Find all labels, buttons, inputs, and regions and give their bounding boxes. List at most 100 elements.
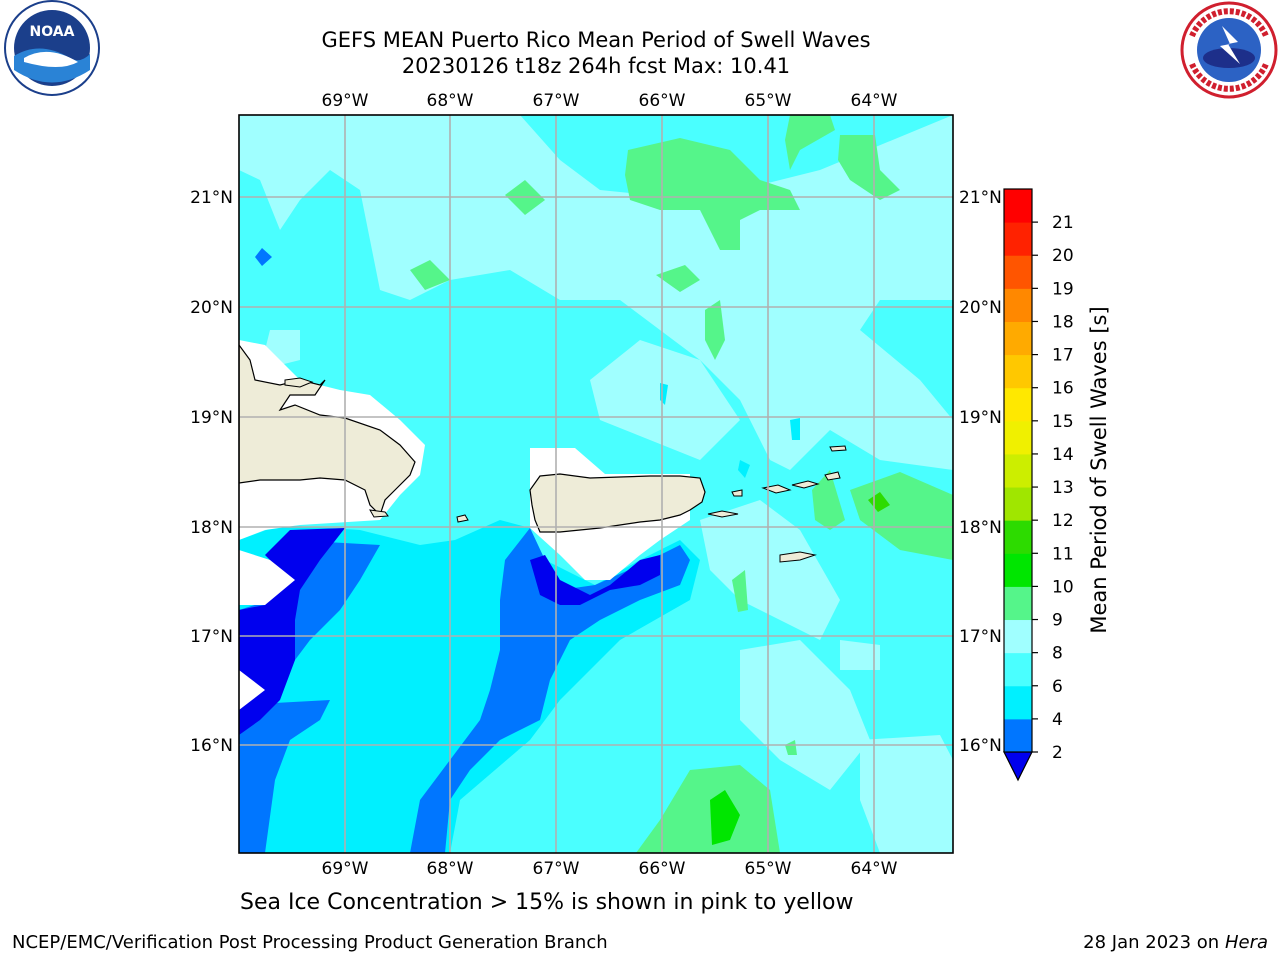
noaa-logo-text: NOAA: [30, 24, 75, 40]
contour-4-6s: [790, 418, 800, 440]
contour-below-2s: [530, 555, 660, 605]
colorbar-segment: [1004, 222, 1032, 256]
lon-label-top: 65°W: [745, 91, 792, 111]
contour-9-10s: [732, 570, 748, 612]
colorbar-segment: [1004, 453, 1032, 488]
footer-date-text: 28 Jan 2023 on: [1083, 932, 1220, 953]
colorbar-segment: [1004, 652, 1032, 687]
colorbar-segment: [1004, 189, 1032, 223]
land-small-island: [369, 509, 389, 518]
no-data-region: [239, 670, 265, 710]
map-gridlines: [239, 115, 953, 853]
lon-label-top: 68°W: [427, 91, 474, 111]
colorbar-segment: [1004, 321, 1032, 356]
contour-10-11s: [710, 790, 740, 845]
chart-subtitle: 20230126 t18z 264h fcst Max: 10.41: [401, 54, 791, 78]
colorbar-tick-label: 18: [1052, 312, 1074, 332]
contour-4-6s: [738, 460, 750, 478]
lon-label-top: 69°W: [322, 91, 369, 111]
colorbar-tick-label: 17: [1052, 346, 1074, 366]
swell-period-field: [239, 115, 953, 853]
contour-9-10s: [656, 265, 700, 292]
colorbar-tick-label: 12: [1052, 511, 1074, 531]
colorbar-tick-label: 2: [1052, 743, 1063, 763]
lon-label-bottom: 68°W: [427, 859, 474, 879]
contour-9-10s: [705, 300, 725, 360]
lon-label-top: 67°W: [533, 91, 580, 111]
colorbar-segment: [1004, 619, 1032, 654]
colorbar-segment: [1004, 718, 1032, 753]
lon-label-top: 66°W: [639, 91, 686, 111]
lat-labels-left: 21°N 20°N 19°N 18°N 17°N 16°N: [190, 188, 233, 756]
colorbar-segment: [1004, 487, 1032, 521]
colorbar-tick-label: 16: [1052, 379, 1074, 399]
contour-8-9s: [840, 640, 880, 670]
land-hispaniola: [239, 343, 416, 517]
lat-label-left: 19°N: [190, 408, 233, 428]
contour-9-10s: [838, 135, 900, 200]
contour-9-10s: [636, 765, 780, 853]
lat-label-left: 17°N: [190, 627, 233, 647]
lon-label-bottom: 64°W: [851, 859, 898, 879]
nws-logo: [1180, 1, 1278, 99]
contour-2-4s: [255, 248, 272, 266]
lon-label-bottom: 69°W: [322, 859, 369, 879]
colorbar-tick-label: 10: [1052, 577, 1074, 597]
colorbar-segment: [1004, 255, 1032, 289]
colorbar-tick-label: 6: [1052, 677, 1063, 697]
colorbar-tick-label: 14: [1052, 445, 1074, 465]
noaa-logo: NOAA: [4, 0, 100, 96]
lon-labels-top: 69°W 68°W 67°W 66°W 65°W 64°W: [322, 91, 898, 111]
colorbar-segment: [1004, 288, 1032, 322]
contour-8-9s: [740, 640, 870, 790]
colorbar-segment: [1004, 685, 1032, 720]
lat-label-right: 21°N: [959, 188, 1002, 208]
contour-9-10s: [850, 472, 953, 560]
lat-labels-right: 21°N 20°N 19°N 18°N 17°N 16°N: [959, 188, 1002, 756]
lat-label-right: 20°N: [959, 298, 1002, 318]
contour-9-10s: [785, 115, 835, 170]
land-anegada: [829, 445, 847, 452]
colorbar: 2 4 6 8 9 10 11 12 13 14 15 16 17 18 19 20 21: [1003, 188, 1074, 782]
colorbar-segment: [1004, 520, 1032, 554]
lat-label-right: 16°N: [959, 736, 1002, 756]
land-mona-island: [456, 514, 469, 523]
map-frame: [238, 114, 954, 854]
colorbar-label: Mean Period of Swell Waves [s]: [1087, 306, 1111, 633]
lat-label-right: 18°N: [959, 518, 1002, 538]
lon-label-top: 64°W: [851, 91, 898, 111]
contour-9-10s: [410, 260, 450, 290]
lat-label-left: 20°N: [190, 298, 233, 318]
land-tortola: [791, 480, 820, 489]
lat-label-right: 19°N: [959, 408, 1002, 428]
colorbar-segment: [1004, 586, 1032, 621]
contour-8-9s: [860, 735, 953, 853]
land-st-croix: [779, 551, 817, 563]
lat-label-left: 18°N: [190, 518, 233, 538]
colorbar-segment: [1004, 387, 1032, 422]
land-vieques: [707, 510, 739, 518]
chart-title: GEFS MEAN Puerto Rico Mean Period of Swe…: [321, 28, 871, 52]
land-virgin-gorda: [824, 471, 841, 481]
colorbar-tick-label: 15: [1052, 412, 1074, 432]
land-hispaniola-north-island: [284, 377, 314, 388]
footer-machine: Hera: [1224, 932, 1268, 953]
footer-credit: NCEP/EMC/Verification Post Processing Pr…: [12, 932, 608, 953]
lat-label-left: 16°N: [190, 736, 233, 756]
contour-below-2s: [239, 528, 345, 735]
colorbar-tick-label: 20: [1052, 246, 1074, 266]
contour-9-10s: [812, 470, 845, 530]
land-culebra: [731, 489, 743, 497]
colorbar-tick-label: 19: [1052, 279, 1074, 299]
contour-2-4s: [239, 700, 330, 853]
colorbar-segment: [1004, 354, 1032, 389]
lat-label-left: 21°N: [190, 188, 233, 208]
footer-date: 28 Jan 2023 on Hera: [1083, 932, 1268, 953]
no-data-region: [239, 550, 295, 605]
colorbar-frame: [1003, 188, 1033, 753]
contour-8-9s: [700, 500, 840, 640]
lon-label-bottom: 67°W: [533, 859, 580, 879]
land-st-thomas: [761, 484, 792, 494]
colorbar-segment: [1004, 420, 1032, 455]
